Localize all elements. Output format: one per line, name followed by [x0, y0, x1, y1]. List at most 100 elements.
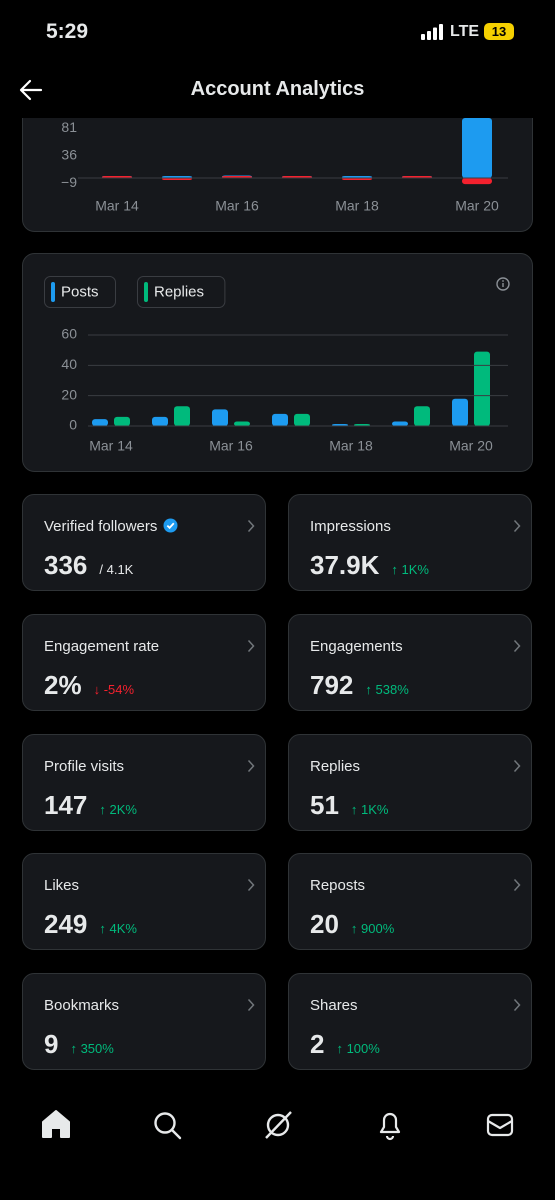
- stat-change: ↑ 900%: [350, 921, 395, 937]
- stat-label-text: Profile visits: [44, 757, 125, 775]
- bar: [114, 416, 130, 426]
- verified-badge: [163, 518, 178, 533]
- y-tick-label: 36: [61, 147, 77, 163]
- stat-label-text: Impressions: [310, 518, 391, 535]
- stat-label: Replies: [310, 758, 360, 775]
- bar: [272, 413, 288, 426]
- x-tick-label: Mar 20: [449, 438, 493, 454]
- stat-card[interactable]: Replies 51 ↑ 1K%: [288, 733, 532, 831]
- x-tick-label: Mar 16: [215, 198, 259, 214]
- stat-value-text: 2%: [44, 669, 82, 700]
- bar: [392, 421, 408, 426]
- stat-change: ↑ 100%: [336, 1041, 380, 1056]
- stat-value-text: 37.9K: [310, 550, 380, 580]
- x-tick-label: Mar 16: [209, 438, 253, 454]
- stat-card[interactable]: Bookmarks 9 ↑ 350%: [22, 973, 266, 1070]
- stat-value: 792 ↑ 538%: [310, 670, 409, 701]
- bar: [212, 409, 228, 426]
- stat-value-text: 51: [310, 789, 339, 820]
- stat-label: Profile visits: [44, 758, 124, 775]
- signal-icon: [421, 24, 443, 40]
- bar: [294, 413, 310, 426]
- stat-label: Verified followers: [44, 518, 178, 535]
- y-tick-label: 20: [61, 386, 77, 402]
- x-tick-label: Mar 18: [335, 198, 379, 214]
- y-tick-label: 81: [61, 119, 77, 135]
- x-tick-label: Mar 14: [95, 198, 139, 214]
- legend-label: Posts: [61, 283, 99, 300]
- bar: [462, 118, 492, 178]
- network-type: LTE: [450, 23, 480, 40]
- chevron: [247, 998, 255, 1012]
- x-tick-label: Mar 14: [89, 438, 133, 454]
- stat-value-text: 20: [310, 909, 339, 940]
- stat-value-text: 9: [44, 1029, 59, 1059]
- notifications-tab[interactable]: [379, 1112, 401, 1141]
- stat-change: ↓ -54%: [93, 681, 135, 697]
- stat-value: 37.9K ↑ 1K%: [310, 550, 429, 581]
- stat-card[interactable]: Shares 2 ↑ 100%: [288, 973, 532, 1070]
- stat-card[interactable]: Likes 249 ↑ 4K%: [22, 853, 266, 951]
- info-icon[interactable]: [496, 277, 510, 291]
- stat-change: / 4.1K: [99, 562, 134, 577]
- stat-value-text: 147: [44, 789, 88, 820]
- stat-value: 2 ↑ 100%: [310, 1029, 380, 1060]
- stat-value-text: 792: [310, 669, 354, 700]
- stat-card[interactable]: Engagement rate 2% ↓ -54%: [22, 613, 266, 711]
- battery-level: 13: [484, 23, 514, 40]
- stat-label: Bookmarks: [44, 997, 119, 1014]
- stat-label: Likes: [44, 877, 79, 894]
- stat-change: ↑ 1K%: [350, 801, 389, 817]
- stat-label-text: Verified followers: [44, 518, 158, 535]
- stat-card[interactable]: Verified followers 336 / 4.1K: [22, 494, 266, 591]
- stat-label-text: Bookmarks: [44, 997, 120, 1014]
- stat-change: ↑ 4K%: [99, 921, 137, 937]
- bar: [92, 419, 108, 426]
- chevron: [513, 759, 521, 772]
- stat-label-text: Reposts: [310, 877, 366, 895]
- back-button[interactable]: [18, 78, 44, 102]
- home-tab[interactable]: [42, 1110, 70, 1138]
- bar: [452, 398, 468, 426]
- bar: [234, 421, 250, 426]
- stat-card[interactable]: Engagements 792 ↑ 538%: [288, 613, 532, 711]
- stat-value: 9 ↑ 350%: [44, 1029, 114, 1060]
- stat-card[interactable]: Reposts 20 ↑ 900%: [288, 853, 532, 951]
- stat-label: Impressions: [310, 518, 391, 535]
- y-tick-label: 40: [61, 356, 77, 372]
- legend-swatch: [144, 282, 148, 302]
- stat-value-text: 249: [44, 909, 88, 940]
- bar: [174, 406, 190, 426]
- stat-label: Engagements: [310, 638, 403, 655]
- bar: [152, 416, 168, 426]
- y-tick-label: −9: [61, 174, 77, 190]
- messages-tab[interactable]: [486, 1113, 514, 1137]
- chevron: [513, 879, 521, 892]
- stat-card[interactable]: Profile visits 147 ↑ 2K%: [22, 733, 266, 831]
- bar: [462, 177, 492, 185]
- stat-value: 20 ↑ 900%: [310, 909, 394, 940]
- status-time: 5:29: [46, 20, 89, 43]
- legend-swatch: [51, 282, 55, 302]
- legend-label: Replies: [154, 283, 204, 300]
- search-tab[interactable]: [154, 1112, 182, 1140]
- stat-value: 249 ↑ 4K%: [44, 909, 137, 940]
- stat-value: 336 / 4.1K: [44, 550, 133, 581]
- stat-card[interactable]: Impressions 37.9K ↑ 1K%: [288, 494, 532, 591]
- chevron: [247, 639, 255, 652]
- stat-value-text: 336: [44, 550, 88, 580]
- x-tick-label: Mar 18: [329, 438, 373, 454]
- stat-value: 2% ↓ -54%: [44, 670, 134, 701]
- chevron: [513, 519, 521, 533]
- plot: [92, 351, 490, 426]
- stat-value: 147 ↑ 2K%: [44, 790, 137, 821]
- stat-label: Engagement rate: [44, 638, 159, 655]
- y-tick-label: 60: [61, 326, 77, 342]
- bar: [414, 406, 430, 426]
- grok-tab[interactable]: [265, 1111, 292, 1139]
- stat-label-text: Replies: [310, 757, 361, 775]
- chevron: [513, 998, 521, 1012]
- stat-value: 51 ↑ 1K%: [310, 790, 389, 821]
- legend-item: [137, 276, 226, 308]
- stat-label-text: Engagement rate: [44, 637, 160, 655]
